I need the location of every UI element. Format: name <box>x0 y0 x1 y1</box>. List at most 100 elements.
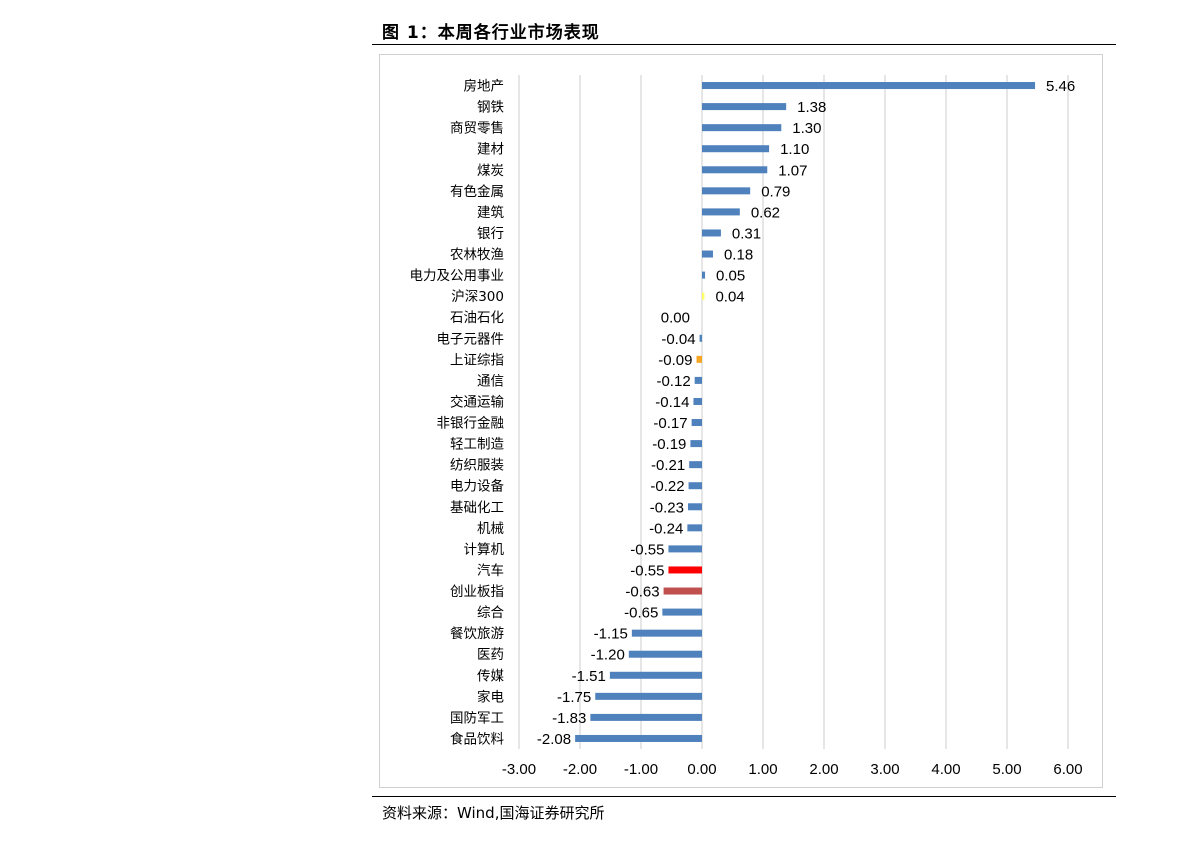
x-tick-label: 6.00 <box>1053 761 1082 778</box>
value-label: 0.62 <box>751 204 780 221</box>
category-label: 电力设备 <box>450 478 504 495</box>
value-label: -0.65 <box>624 605 658 622</box>
bar <box>590 713 702 721</box>
bar <box>693 397 702 405</box>
x-tick-label: -2.00 <box>563 761 597 778</box>
value-label: -1.75 <box>557 689 591 706</box>
chart-frame <box>379 54 1103 788</box>
bar <box>687 524 702 532</box>
x-tick-label: 2.00 <box>809 761 838 778</box>
category-label: 食品饮料 <box>450 730 504 747</box>
bottom-rule <box>372 796 1116 797</box>
bar <box>702 292 705 300</box>
bar <box>702 271 706 279</box>
bar <box>668 545 702 553</box>
category-label: 汽车 <box>477 562 504 579</box>
bar <box>690 440 702 448</box>
bar <box>689 461 702 469</box>
category-label: 计算机 <box>464 542 505 558</box>
value-label: -1.15 <box>594 626 628 643</box>
value-label: -0.12 <box>656 373 690 390</box>
value-label: -1.51 <box>572 668 606 685</box>
bar <box>688 482 702 490</box>
gridlines <box>518 75 1069 749</box>
bar <box>687 503 702 511</box>
value-label: -0.09 <box>658 352 692 369</box>
value-label: -0.14 <box>655 394 689 411</box>
category-label: 石油石化 <box>450 310 504 326</box>
value-label: 1.07 <box>778 162 807 179</box>
category-label: 商贸零售 <box>450 121 504 137</box>
value-label: 1.10 <box>780 141 809 158</box>
x-tick-label: 5.00 <box>992 761 1021 778</box>
category-label: 纺织服装 <box>450 458 504 474</box>
value-label: -0.04 <box>661 331 695 348</box>
value-label: 0.18 <box>724 247 753 264</box>
bar <box>702 166 768 174</box>
value-label: -1.20 <box>591 647 625 664</box>
value-label: 1.30 <box>792 120 821 137</box>
value-label: -2.08 <box>537 731 571 748</box>
bar <box>702 250 713 258</box>
category-label: 通信 <box>477 373 504 389</box>
bar <box>609 671 702 679</box>
value-label: 5.46 <box>1046 78 1075 95</box>
value-label: 1.38 <box>797 99 826 116</box>
bar <box>694 376 702 384</box>
value-label: 0.00 <box>661 310 690 327</box>
bar <box>691 419 702 427</box>
value-label: -0.17 <box>653 415 687 432</box>
category-label: 钢铁 <box>477 100 504 116</box>
value-label: -0.19 <box>652 436 686 453</box>
x-tick-labels: -3.00 -2.00 -1.00 0.00 1.00 2.00 3.00 4.00 5.00 6… <box>502 761 1083 778</box>
category-label: 建材 <box>477 142 504 158</box>
bar <box>668 566 702 574</box>
bar <box>702 187 751 195</box>
x-tick-label: -3.00 <box>502 761 536 778</box>
value-label: -0.55 <box>630 541 664 558</box>
bar <box>663 587 702 595</box>
value-label: 0.31 <box>732 225 761 242</box>
category-label: 银行 <box>477 226 504 242</box>
value-label: -0.55 <box>630 562 664 579</box>
bar <box>702 124 782 132</box>
category-label: 农林牧渔 <box>450 247 504 263</box>
bar <box>702 145 770 153</box>
category-label: 国防军工 <box>450 710 504 726</box>
category-label: 机械 <box>477 521 504 537</box>
bar <box>696 355 702 363</box>
value-label: -0.22 <box>650 478 684 495</box>
figure-title: 图 1：本周各行业市场表现 <box>382 23 600 43</box>
x-tick-label: 4.00 <box>931 761 960 778</box>
category-label: 电子元器件 <box>437 331 505 347</box>
bar <box>575 734 702 742</box>
bar <box>595 692 702 700</box>
category-label: 上证综指 <box>450 352 504 368</box>
value-label: 0.04 <box>715 289 744 306</box>
category-label: 煤炭 <box>477 163 504 179</box>
value-label: -0.24 <box>649 520 683 537</box>
category-label: 餐饮旅游 <box>450 626 504 642</box>
value-label: 0.79 <box>761 183 790 200</box>
bars <box>575 82 1036 742</box>
category-label: 建筑 <box>477 205 504 221</box>
bar <box>702 208 740 216</box>
category-label: 房地产 <box>464 79 505 95</box>
bar <box>631 629 702 637</box>
category-label: 基础化工 <box>450 499 504 516</box>
bar <box>702 103 787 111</box>
x-tick-label: -1.00 <box>624 761 658 778</box>
category-label: 沪深300 <box>451 289 504 305</box>
value-labels: 5.46 1.38 1.30 1.10 1.07 0.79 0.62 0.31 0.18 0.05… <box>537 78 1075 748</box>
bar <box>699 334 702 342</box>
category-label: 交通运输 <box>450 393 504 410</box>
top-rule <box>372 44 1116 45</box>
x-tick-label: 0.00 <box>687 761 716 778</box>
category-label: 非银行金融 <box>437 416 505 432</box>
category-label: 创业板指 <box>450 584 504 600</box>
category-label: 家电 <box>477 688 504 705</box>
value-label: -0.63 <box>625 584 659 601</box>
bar <box>702 82 1036 90</box>
